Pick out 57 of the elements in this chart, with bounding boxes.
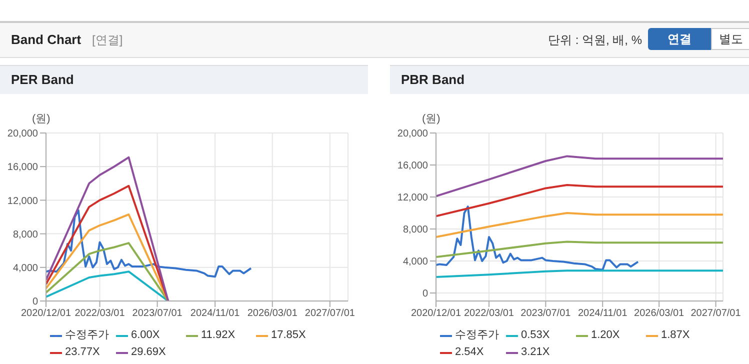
legend-label: 1.20X bbox=[591, 328, 620, 343]
line-series bbox=[46, 184, 170, 301]
y-axis-title: (원) bbox=[32, 112, 50, 126]
line-series bbox=[46, 270, 170, 301]
y-tick-label: 12,000 bbox=[7, 196, 38, 207]
y-tick-label: 4,000 bbox=[402, 256, 428, 268]
text: 연결 bbox=[648, 28, 711, 50]
line-series bbox=[436, 206, 640, 271]
legend-label: 17.85X bbox=[271, 328, 306, 343]
text: 별도 bbox=[711, 28, 749, 50]
y-tick-label: 20,000 bbox=[7, 128, 38, 140]
x-tick-label: 2020/12/01 bbox=[410, 308, 462, 320]
y-tick-label: 8,000 bbox=[402, 224, 428, 236]
line-series bbox=[436, 155, 723, 198]
chart-title: PBR Band bbox=[401, 72, 465, 87]
chart-title: PER Band bbox=[11, 72, 74, 87]
y-tick-label: 8,000 bbox=[12, 229, 38, 240]
legend-label: 1.87X bbox=[661, 328, 690, 343]
legend-label: 29.69X bbox=[131, 345, 166, 360]
line-series bbox=[436, 184, 723, 218]
y-tick-label: 16,000 bbox=[397, 160, 428, 172]
y-tick-label: 16,000 bbox=[7, 162, 38, 174]
y-tick-label: 12,000 bbox=[397, 192, 428, 204]
x-tick-label: 2024/11/01 bbox=[190, 308, 240, 320]
y-axis-title: (원) bbox=[422, 112, 440, 126]
line-series bbox=[46, 156, 170, 301]
x-tick-label: 2023/07/01 bbox=[520, 308, 572, 320]
text: Band Chart bbox=[11, 32, 82, 47]
legend-label: 23.77X bbox=[65, 345, 100, 360]
y-tick-label: 4,000 bbox=[12, 262, 38, 274]
line-series bbox=[436, 270, 723, 278]
y-tick-label: 0 bbox=[32, 296, 38, 308]
x-tick-label: 2027/07/01 bbox=[304, 308, 356, 320]
x-tick-label: 2026/03/01 bbox=[247, 308, 298, 320]
line-series bbox=[46, 209, 252, 278]
legend-label: 수정주가 bbox=[65, 328, 109, 343]
legend-label: 6.00X bbox=[131, 328, 160, 343]
legend-label: 0.53X bbox=[521, 328, 550, 343]
line-series bbox=[436, 240, 723, 258]
legend-label: 수정주가 bbox=[455, 328, 499, 343]
legend-label: 11.92X bbox=[201, 328, 236, 343]
legend-label: 2.54X bbox=[455, 345, 484, 360]
text: [연결] bbox=[92, 32, 123, 49]
x-tick-label: 2022/03/01 bbox=[464, 308, 514, 320]
line-series bbox=[46, 242, 170, 301]
x-tick-label: 2027/07/01 bbox=[690, 308, 742, 320]
y-tick-label: 0 bbox=[422, 288, 428, 300]
line-series bbox=[46, 213, 170, 301]
legend-label: 3.21X bbox=[521, 345, 550, 360]
line-series bbox=[436, 212, 723, 238]
x-tick-label: 2026/03/01 bbox=[634, 308, 685, 320]
x-tick-label: 2022/03/01 bbox=[74, 308, 126, 320]
x-tick-label: 2024/11/01 bbox=[578, 308, 628, 320]
y-tick-label: 20,000 bbox=[397, 128, 428, 140]
x-tick-label: 2023/07/01 bbox=[132, 308, 183, 320]
text: 단위 : 억원, 배, % bbox=[548, 32, 642, 49]
x-tick-label: 2020/12/01 bbox=[20, 308, 72, 320]
